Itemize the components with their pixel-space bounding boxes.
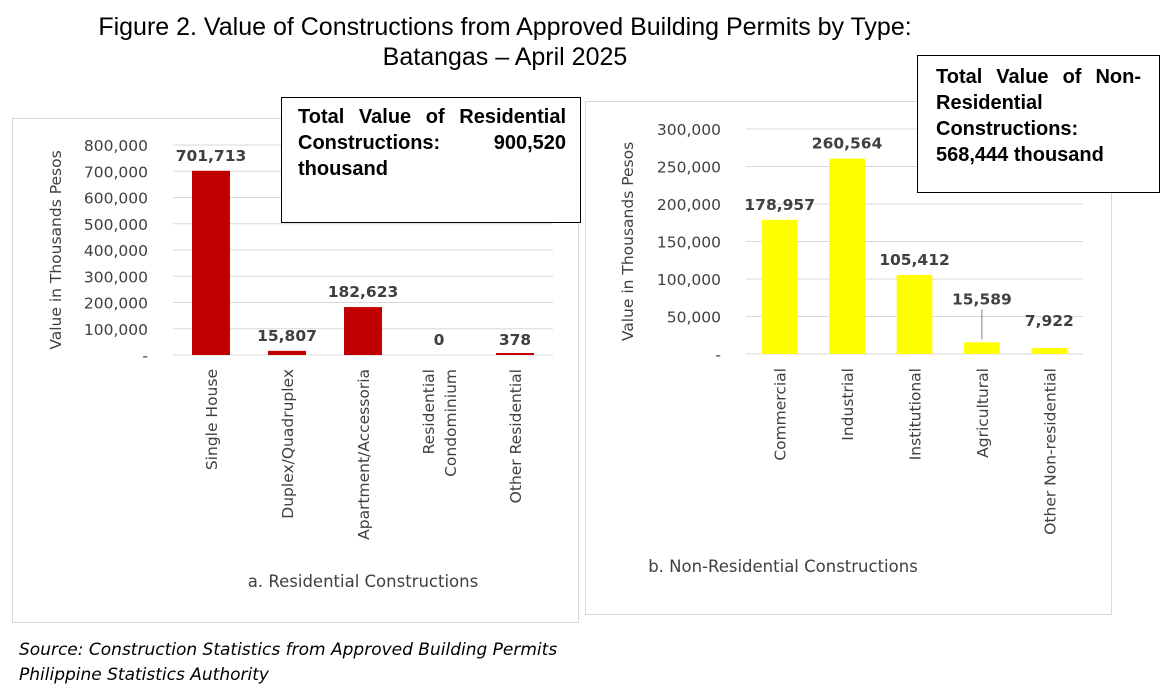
- non-residential-category-label: Institutional: [907, 368, 925, 460]
- residential-data-label: 701,713: [176, 147, 247, 165]
- non-residential-category-label: Other Non-residential: [1041, 368, 1059, 535]
- non-residential-bar: [1031, 348, 1068, 354]
- non-residential-data-label: 178,957: [744, 196, 815, 214]
- figure-title-line1: Figure 2. Value of Constructions from Ap…: [98, 13, 912, 41]
- residential-data-label: 182,623: [328, 283, 399, 301]
- residential-category-label: Duplex/Quadruplex: [279, 369, 297, 519]
- residential-bar: [496, 353, 534, 355]
- residential-data-label: 0: [434, 331, 445, 349]
- residential-y-tick-label: 800,000: [84, 137, 148, 155]
- residential-category-label: Condominium: [442, 369, 460, 477]
- residential-y-tick-label: 400,000: [84, 242, 148, 260]
- non-residential-bar: [896, 274, 933, 354]
- non-residential-y-tick-label: 150,000: [657, 234, 721, 252]
- non-residential-y-tick-label: 250,000: [657, 159, 721, 177]
- non-residential-chart: - 50,000 100,000 150,000 200,000 250,000 300,0…: [619, 121, 1083, 576]
- non-residential-y-tick-label: 100,000: [657, 271, 721, 289]
- residential-bar: [192, 170, 230, 355]
- non-residential-bar: [761, 219, 798, 354]
- non-residential-y-tick-label: 50,000: [667, 309, 721, 327]
- non-residential-data-label: 260,564: [812, 135, 883, 153]
- source-line1: Source: Construction Statistics from App…: [19, 640, 558, 660]
- source-note: Source: Construction Statistics from App…: [19, 638, 557, 688]
- residential-y-tick-label: 300,000: [84, 268, 148, 286]
- figure-title: Figure 2. Value of Constructions from Ap…: [0, 12, 1010, 72]
- non-residential-bar: [964, 342, 1000, 354]
- residential-data-label: 15,807: [257, 327, 317, 345]
- non-residential-y-tick-label: 200,000: [657, 196, 721, 214]
- non-residential-category-label: Agricultural: [974, 368, 992, 458]
- source-line2: Philippine Statistics Authority: [19, 665, 269, 685]
- residential-y-tick-label: 200,000: [84, 295, 148, 313]
- residential-data-label: 378: [499, 331, 531, 349]
- non-residential-chart-title: b. Non-Residential Constructions: [648, 557, 918, 576]
- residential-category-label: Apartment/Accessoria: [355, 369, 373, 540]
- residential-category-label: Other Residential: [507, 369, 525, 503]
- residential-y-tick-label: 600,000: [84, 190, 148, 208]
- non-residential-category-label: Commercial: [772, 368, 790, 461]
- residential-total-callout: Total Value of Residential Constructions…: [281, 97, 581, 223]
- residential-bar: [344, 307, 382, 355]
- residential-chart: - 100,000 200,000 300,000 400,000 500,000 600,…: [47, 137, 553, 591]
- residential-bar: [268, 350, 306, 355]
- non-residential-data-label: 15,589: [952, 290, 1012, 308]
- non-residential-data-label: 7,922: [1025, 312, 1074, 330]
- non-residential-category-label: Industrial: [839, 368, 857, 441]
- residential-y-tick-label: -: [142, 347, 148, 365]
- non-residential-data-label: 105,412: [879, 251, 950, 269]
- figure-title-line2: Batangas – April 2025: [382, 43, 628, 71]
- residential-category-label: Residential: [420, 369, 438, 454]
- non-residential-total-callout: Total Value of Non- Residential Construc…: [917, 55, 1160, 193]
- non-residential-y-tick-label: -: [715, 346, 721, 364]
- residential-category-label: Single House: [203, 369, 221, 470]
- non-residential-y-tick-label: 300,000: [657, 121, 721, 139]
- non-residential-y-axis-title: Value in Thousands Pesos: [619, 142, 637, 341]
- residential-y-axis-title: Value in Thousands Pesos: [47, 150, 65, 349]
- residential-y-tick-label: 100,000: [84, 321, 148, 339]
- residential-chart-title: a. Residential Constructions: [248, 572, 478, 591]
- residential-y-tick-label: 500,000: [84, 216, 148, 234]
- residential-y-tick-label: 700,000: [84, 163, 148, 181]
- non-residential-bar: [829, 158, 865, 354]
